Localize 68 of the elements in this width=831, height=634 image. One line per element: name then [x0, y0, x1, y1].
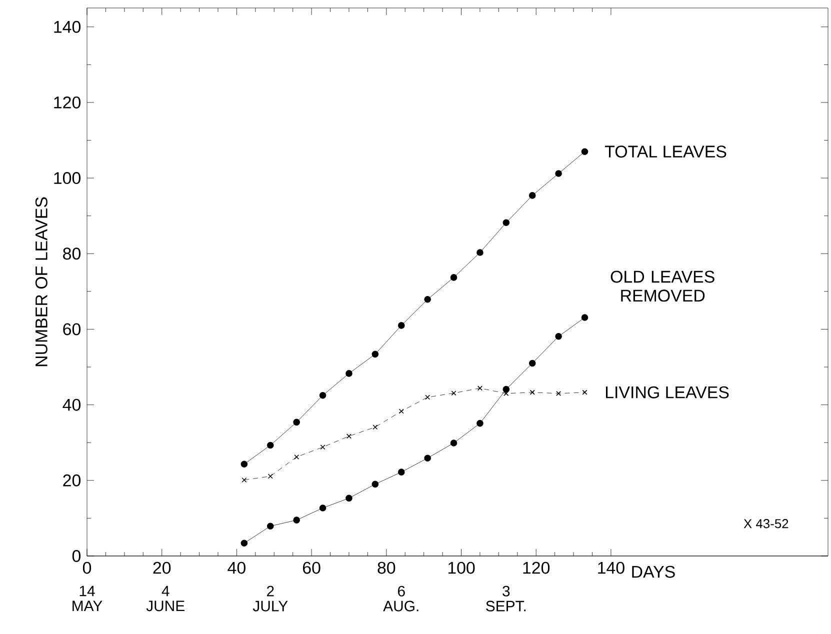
point [293, 418, 300, 426]
point [528, 192, 536, 199]
series-label: TOTAL LEAVES [604, 146, 726, 158]
point [451, 390, 456, 396]
x2-tick-label: 6 AUG. [383, 586, 418, 612]
y-tick-label: 120 [54, 96, 81, 108]
point [266, 522, 274, 530]
y-tick-label: 100 [54, 172, 81, 184]
x-tick-label: 100 [448, 562, 475, 574]
point [502, 386, 510, 393]
point [424, 296, 431, 303]
point [398, 322, 405, 329]
point [528, 360, 536, 367]
point [372, 480, 379, 488]
x-tick-label: 20 [153, 562, 171, 574]
y-tick-label: 140 [54, 20, 81, 33]
point [424, 454, 431, 462]
point [268, 474, 273, 479]
point [293, 516, 300, 524]
x-tick-label: 140 [598, 562, 624, 574]
point [581, 148, 588, 155]
x-axis-title: DAYS [632, 566, 675, 578]
point [555, 170, 562, 177]
y-tick-label: 80 [63, 248, 81, 260]
point [240, 540, 248, 547]
x2-tick-label: 2 JULY [252, 586, 288, 612]
point [319, 504, 326, 512]
point [266, 442, 274, 449]
x2-tick-label: 4 JUNE [146, 586, 184, 612]
x-tick-label: 0 [82, 562, 92, 574]
point [240, 460, 248, 468]
point [294, 454, 300, 460]
point [398, 468, 405, 476]
y-axis-title: NUMBER OF LEAVES [35, 197, 48, 366]
x-tick-label: 80 [378, 562, 396, 574]
point [476, 420, 484, 427]
y-tick-label: 20 [63, 474, 81, 486]
point [425, 394, 430, 400]
x2-tick-label: 14 MAY [72, 586, 102, 612]
point [582, 390, 588, 395]
point [530, 390, 535, 395]
point [346, 434, 352, 439]
point [319, 392, 326, 399]
point [476, 249, 484, 256]
series-label: OLD LEAVES REMOVED [610, 270, 714, 302]
x-tick-label: 60 [302, 562, 320, 574]
point [555, 333, 562, 340]
x-tick-label: 40 [228, 562, 246, 574]
y-tick-label: 0 [72, 550, 81, 562]
x-tick-label: 120 [523, 562, 550, 574]
point [398, 408, 404, 414]
point [502, 219, 510, 226]
y-tick-label: 60 [63, 323, 81, 336]
point [372, 350, 379, 358]
point [346, 494, 352, 502]
point [581, 314, 588, 321]
point [450, 440, 458, 446]
point [320, 444, 326, 450]
point [242, 478, 247, 483]
point [556, 390, 562, 396]
annotation: X 43-52 [744, 519, 788, 528]
series-label: LIVING LEAVES [606, 386, 729, 398]
point [372, 424, 378, 430]
point [346, 370, 352, 377]
y-tick-label: 40 [62, 398, 81, 411]
x2-tick-label: 3 SEPT. [486, 586, 526, 612]
point [477, 386, 482, 391]
point [450, 274, 458, 281]
